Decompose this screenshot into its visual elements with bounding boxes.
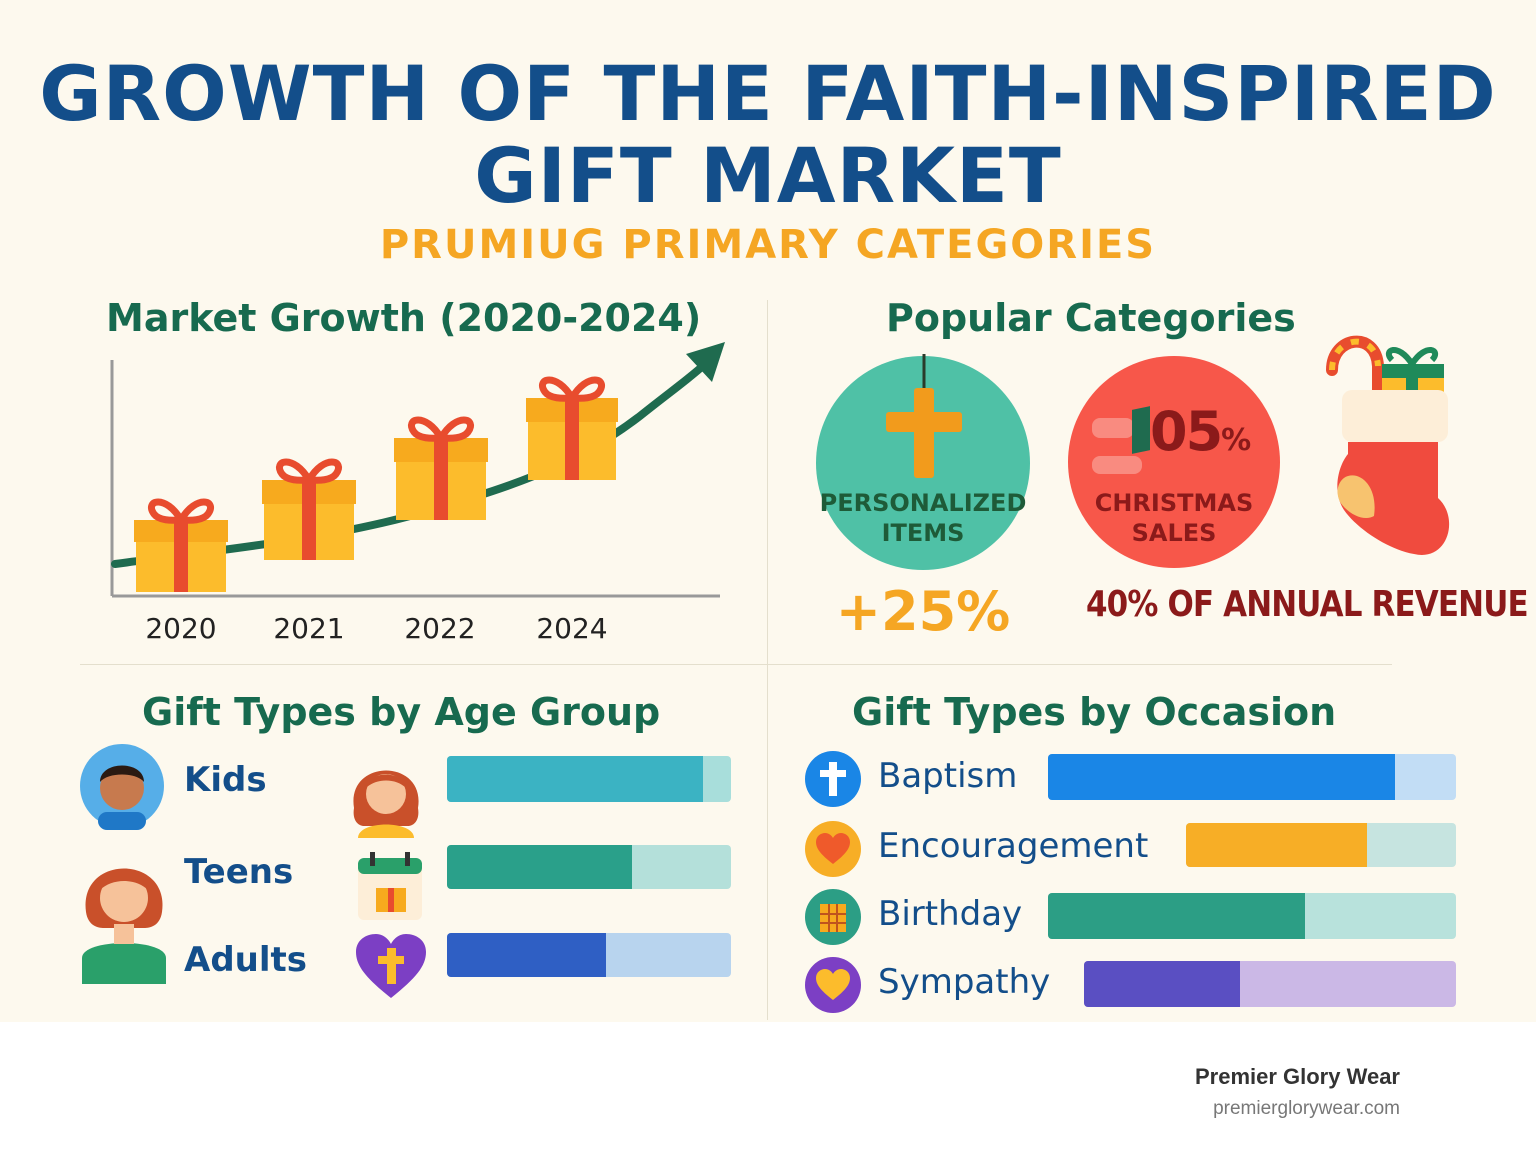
page-title-line2: GIFT MARKET (474, 131, 1062, 220)
occasion-label-baptism: Baptism (878, 756, 1018, 796)
footer-url[interactable]: premierglorywear.com (1213, 1098, 1400, 1119)
teen-avatar-icon (82, 868, 166, 984)
age-bar-kids (447, 756, 731, 802)
age-label-kids: Kids (184, 760, 267, 800)
heart-cross-icon (356, 934, 426, 998)
year-label: 2021 (273, 612, 345, 645)
smudge-mark (1092, 418, 1134, 438)
footer-brand: Premier Glory Wear (1194, 1064, 1400, 1089)
age-bar-adults (447, 933, 731, 977)
occasion-label-sympathy: Sympathy (878, 962, 1051, 1002)
occasion-bar-birthday (1048, 893, 1456, 939)
gift-icon (805, 889, 861, 945)
occasion-bar-fill (1048, 754, 1395, 800)
smudge-mark (1092, 456, 1142, 474)
age-label-adults: Adults (184, 940, 308, 980)
christmas-value: 05 (1150, 400, 1223, 463)
age-bar-fill (447, 756, 703, 802)
age-label-teens: Teens (184, 852, 294, 892)
personalized-label-line2: ITEMS (881, 519, 965, 547)
market-growth-chart (110, 342, 725, 598)
heart-icon (805, 821, 861, 877)
age-bar-fill (447, 933, 607, 977)
gift-box-icon (134, 498, 228, 592)
occasion-label-encouragement: Encouragement (878, 826, 1149, 866)
christmas-label-line1: CHRISTMAS (1094, 489, 1254, 517)
gift-box-icon (262, 458, 356, 560)
page-subtitle: PRUMIUG PRIMARY CATEGORIES (379, 222, 1157, 268)
year-label: 2022 (404, 612, 476, 645)
gift-box-icon (394, 416, 488, 520)
vertical-divider (767, 300, 768, 1020)
year-label: 2020 (145, 612, 217, 645)
heart-icon (805, 957, 861, 1013)
occasion-heading: Gift Types by Occasion (852, 690, 1337, 734)
christmas-stat: 40% OF ANNUAL REVENUE (1086, 584, 1529, 625)
market-growth-heading: Market Growth (2020-2024) (106, 296, 702, 340)
occasion-bar-fill (1186, 823, 1367, 867)
year-label: 2024 (536, 612, 608, 645)
christmas-stocking-icon (1326, 335, 1450, 555)
gift-box-icon (526, 376, 618, 480)
occasion-bar-baptism (1048, 754, 1456, 800)
growth-arrow-icon (686, 342, 725, 382)
cross-pendant-icon (886, 354, 962, 478)
calendar-gift-icon (358, 852, 422, 920)
occasion-bar-fill (1084, 961, 1241, 1007)
age-bar-teens (447, 845, 731, 889)
occasion-bar-encouragement (1186, 823, 1456, 867)
age-group-heading: Gift Types by Age Group (142, 690, 661, 734)
popular-categories-heading: Popular Categories (886, 296, 1296, 340)
occasion-bar-fill (1048, 893, 1306, 939)
infographic-canvas: GROWTH OF THE FAITH-INSPIRED GIFT MARKET… (0, 0, 1536, 1022)
girl-avatar-icon (353, 770, 419, 838)
christmas-percent: % (1221, 423, 1251, 458)
kid-avatar-icon (80, 744, 164, 830)
occasion-bar-sympathy (1084, 961, 1456, 1007)
page-title-line1: GROWTH OF THE FAITH-INSPIRED (39, 49, 1497, 138)
personalized-label-line1: PERSONALIZED (819, 489, 1027, 517)
personalized-stat: +25% (835, 580, 1011, 643)
cross-icon (805, 751, 861, 807)
occasion-label-birthday: Birthday (878, 894, 1023, 934)
age-bar-fill (447, 845, 632, 889)
christmas-label-line2: SALES (1131, 519, 1217, 547)
bookmark-icon (1132, 406, 1150, 454)
horizontal-divider (80, 664, 1392, 665)
